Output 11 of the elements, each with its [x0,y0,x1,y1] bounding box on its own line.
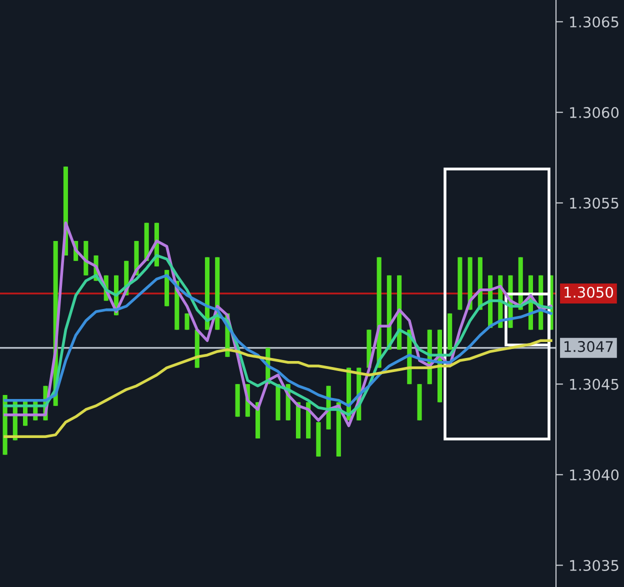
y-tick-label: 1.3035 [570,560,618,572]
y-tick-label: 1.3055 [570,198,618,209]
line-series [4,274,552,408]
ref-line-label: 1.3050 [564,286,614,298]
y-tick-label: 1.3045 [570,378,618,390]
y-tick-label: 1.3065 [570,16,618,28]
y-tick-label: 1.3060 [570,107,619,118]
ref-line-label: 1.3047 [564,341,613,352]
line-series [4,339,552,438]
y-tick-label: 1.3040 [570,469,619,480]
line-series [4,254,552,416]
